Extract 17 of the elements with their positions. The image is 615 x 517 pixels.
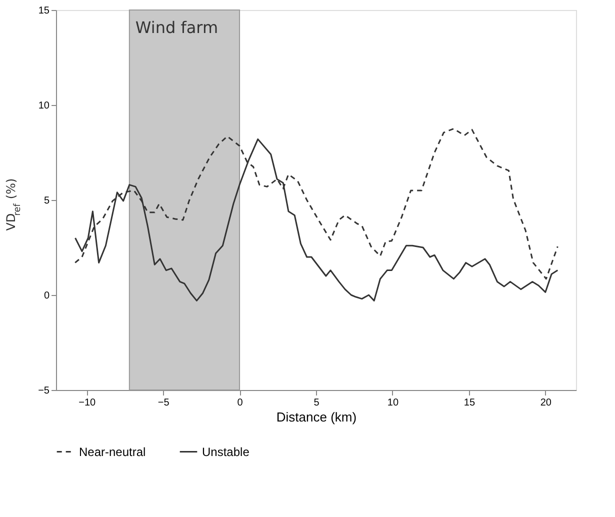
legend-label: Near-neutral [79, 444, 146, 459]
band-label: Wind farm [135, 18, 218, 37]
y-tick-label: 0 [44, 290, 50, 302]
y-axis-title: VDref (%) [4, 178, 23, 231]
x-tick-label: −10 [78, 398, 96, 408]
x-tick-label: 10 [387, 398, 399, 408]
x-tick-label: −5 [158, 398, 170, 408]
y-tick-label: 5 [44, 196, 50, 206]
x-tick-label: 20 [540, 398, 552, 408]
x-tick-label: 15 [464, 398, 476, 408]
legend-label: Unstable [202, 444, 250, 459]
y-tick-label: −5 [38, 386, 50, 396]
x-axis-title: Distance (km) [276, 410, 357, 424]
y-tick-label: 15 [38, 6, 50, 16]
x-tick-label: 0 [237, 398, 244, 408]
x-tick-label: 5 [314, 398, 320, 408]
y-tick-label: 10 [38, 100, 50, 112]
